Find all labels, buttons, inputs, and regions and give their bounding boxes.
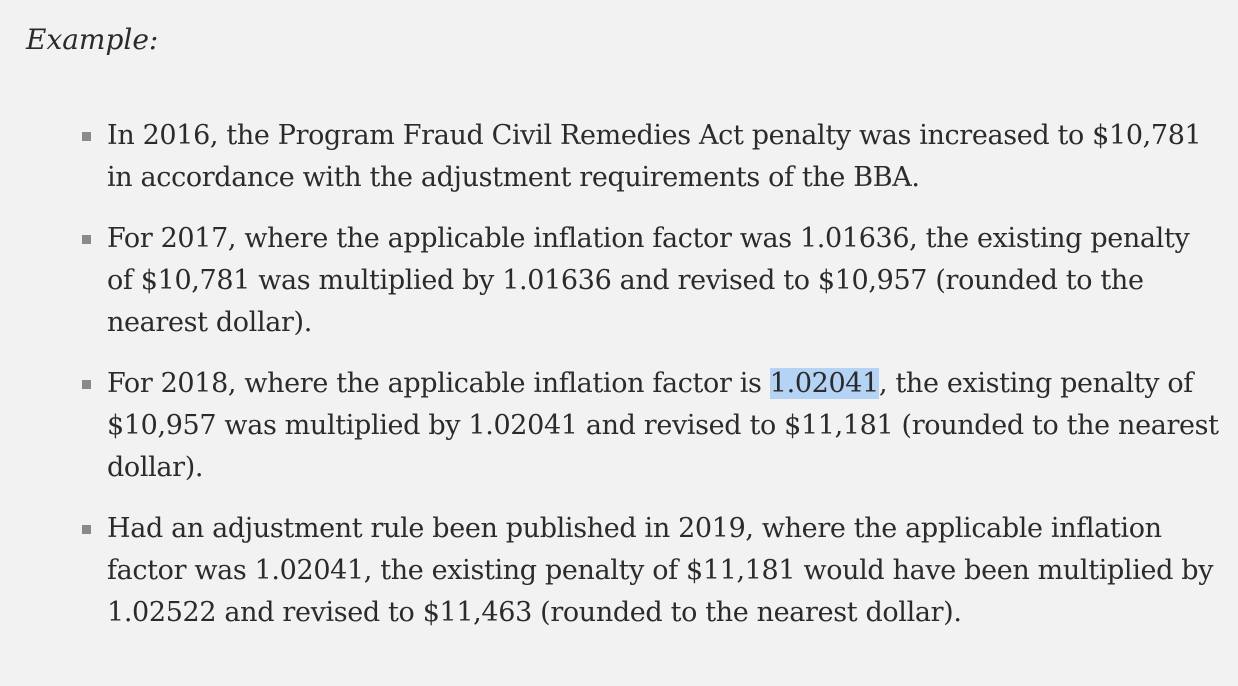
list-item-text-after[interactable]: , the existing penalty of $10,957 was mu… — [107, 368, 1219, 483]
list-item-2019: Had an adjustment rule been published in… — [80, 508, 1220, 634]
square-bullet-icon — [82, 132, 91, 141]
example-heading: Example: — [26, 23, 159, 56]
list-item-text[interactable]: For 2017, where the applicable inflation… — [107, 223, 1190, 338]
list-item-text-before[interactable]: For 2018, where the applicable inflation… — [107, 368, 770, 399]
square-bullet-icon — [82, 235, 91, 244]
list-item-text[interactable]: In 2016, the Program Fraud Civil Remedie… — [107, 120, 1202, 193]
example-bullet-list: In 2016, the Program Fraud Civil Remedie… — [80, 115, 1220, 653]
square-bullet-icon — [82, 525, 91, 534]
selected-text-highlight[interactable]: 1.02041 — [769, 368, 879, 399]
list-item-2016: In 2016, the Program Fraud Civil Remedie… — [80, 115, 1220, 199]
list-item-2017: For 2017, where the applicable inflation… — [80, 218, 1220, 344]
list-item-text[interactable]: Had an adjustment rule been published in… — [107, 513, 1214, 628]
list-item-2018: For 2018, where the applicable inflation… — [80, 363, 1220, 489]
square-bullet-icon — [82, 380, 91, 389]
